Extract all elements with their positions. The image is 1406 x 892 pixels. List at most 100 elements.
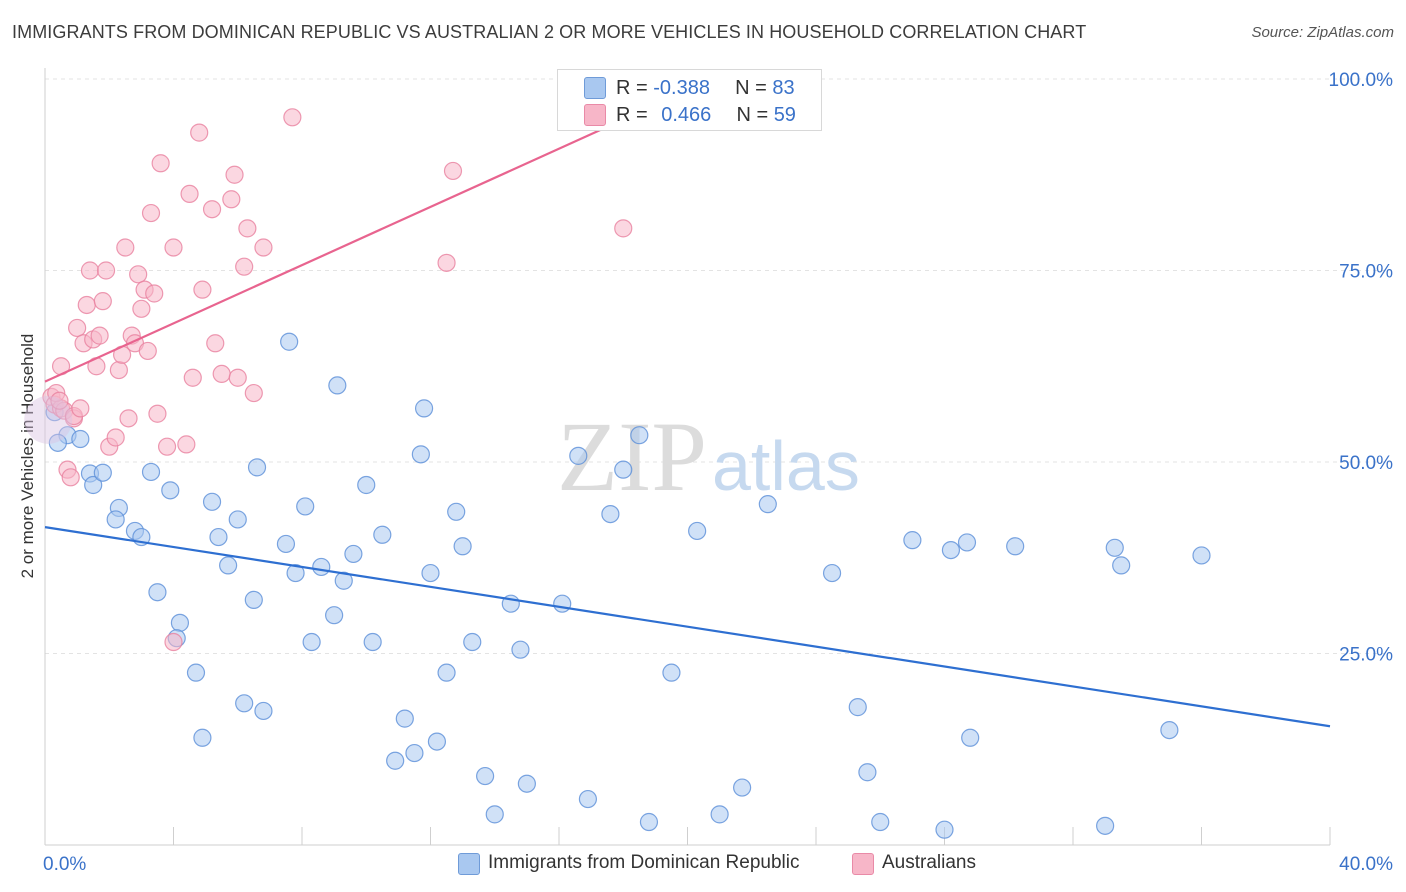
dominican-point [363,632,382,652]
dominican-point [453,537,472,556]
dominican-point [254,701,273,721]
legend-swatch-pink [852,853,874,875]
australians-point [141,203,161,223]
y-tick-label: 75.0% [1339,262,1393,283]
australians-point [222,190,241,209]
dominican-point [209,527,228,547]
dominican-point [848,698,867,717]
dominican-point [447,502,466,521]
tick-labels: 25.0% 50.0% 75.0% 100.0% 0.0% 40.0% [43,70,1393,875]
australians-point [145,284,164,303]
australians-point [254,238,273,257]
australians-point [132,299,151,318]
dominican-point [758,495,777,514]
australians-point [228,368,247,387]
dominican-point [710,805,729,824]
watermark: ZIP atlas [557,401,860,512]
dominican-point [414,399,434,418]
australians-point [164,632,183,652]
dominican-point [1006,537,1025,556]
legend-label-dominican: Immigrants from Dominican Republic [488,852,800,873]
australians-point [212,364,231,384]
x-tick-label: 0.0% [43,854,86,875]
dominican-point [961,728,980,747]
dominican-point [733,778,752,797]
dominican-point [334,571,353,590]
australians-point [614,219,633,238]
dominican-point [553,594,572,613]
legend-r-value: -0.388 [653,77,710,99]
legend-n-label: N = [735,77,767,99]
dominican-point [312,557,331,577]
legend-swatch-pink [584,104,606,126]
dominican-point [858,763,877,782]
dominican-point [427,732,447,751]
australians-point [80,261,100,280]
dominican-point [276,534,296,554]
australians-point [225,165,244,184]
dominican-point [244,590,263,609]
australians-point [157,437,177,456]
dominican-point [517,774,536,793]
dominican-point [325,606,344,625]
australians-point [138,341,157,361]
australians-point [129,265,148,284]
legend-swatch-blue [458,853,480,875]
australians-point [202,200,222,219]
australians-point [206,334,225,353]
australians-point [151,154,170,173]
australians-point [244,383,263,403]
australians-point [106,428,125,447]
dominican-point [871,812,890,832]
dominican-point [84,475,103,495]
legend-r-label: R = [616,104,648,126]
dominican-point [941,540,961,560]
dominican-point [357,475,376,495]
dominican-point [93,463,112,482]
australians-point [235,257,254,276]
axes [44,68,1331,846]
dominican-point [485,805,504,824]
legend-n-value: 59 [773,104,796,126]
dominican-point [286,563,305,583]
dominican-point [247,458,267,477]
australians-point [238,219,257,238]
australians-point [180,184,199,203]
australians-point [148,404,167,423]
legend-n-value: 83 [772,77,795,99]
dominican-point [228,510,247,529]
dominican-point [328,376,347,395]
dominican-point [614,460,633,479]
dominican-point [186,663,206,682]
dominican-point [688,521,707,541]
dominican-point [202,492,222,511]
dominican-point [1160,720,1179,740]
dominican-point [219,556,238,575]
dominican-point [639,812,659,832]
correlation-legend: R = -0.388 N = 83 R = 0.466 N = 59 [557,69,822,131]
dominican-point [280,332,299,351]
dominican-point [935,820,954,839]
legend-r-label: R = [616,77,648,99]
y-tick-label: 100.0% [1329,70,1394,91]
legend-r-value: 0.466 [661,104,712,126]
dominican-point [386,751,405,770]
australians-point [119,409,138,428]
grid-lines [45,78,1392,654]
dominican-point [476,766,495,786]
dominican-point [48,433,67,452]
dominican-point [344,544,363,564]
y-tick-label: 50.0% [1339,453,1393,474]
australians-point [68,318,87,338]
source-label: Source: ZipAtlas.com [1251,24,1394,41]
legend-swatch-blue [584,77,606,99]
australians-point [109,360,128,380]
dominican-point [170,613,190,632]
legend-label-australians: Australians [882,852,976,873]
dominican-point [296,497,315,516]
legend-n-label: N = [736,104,769,126]
dominican-point [1112,556,1131,575]
dominican-point [437,663,456,682]
dominican-point [421,563,440,583]
